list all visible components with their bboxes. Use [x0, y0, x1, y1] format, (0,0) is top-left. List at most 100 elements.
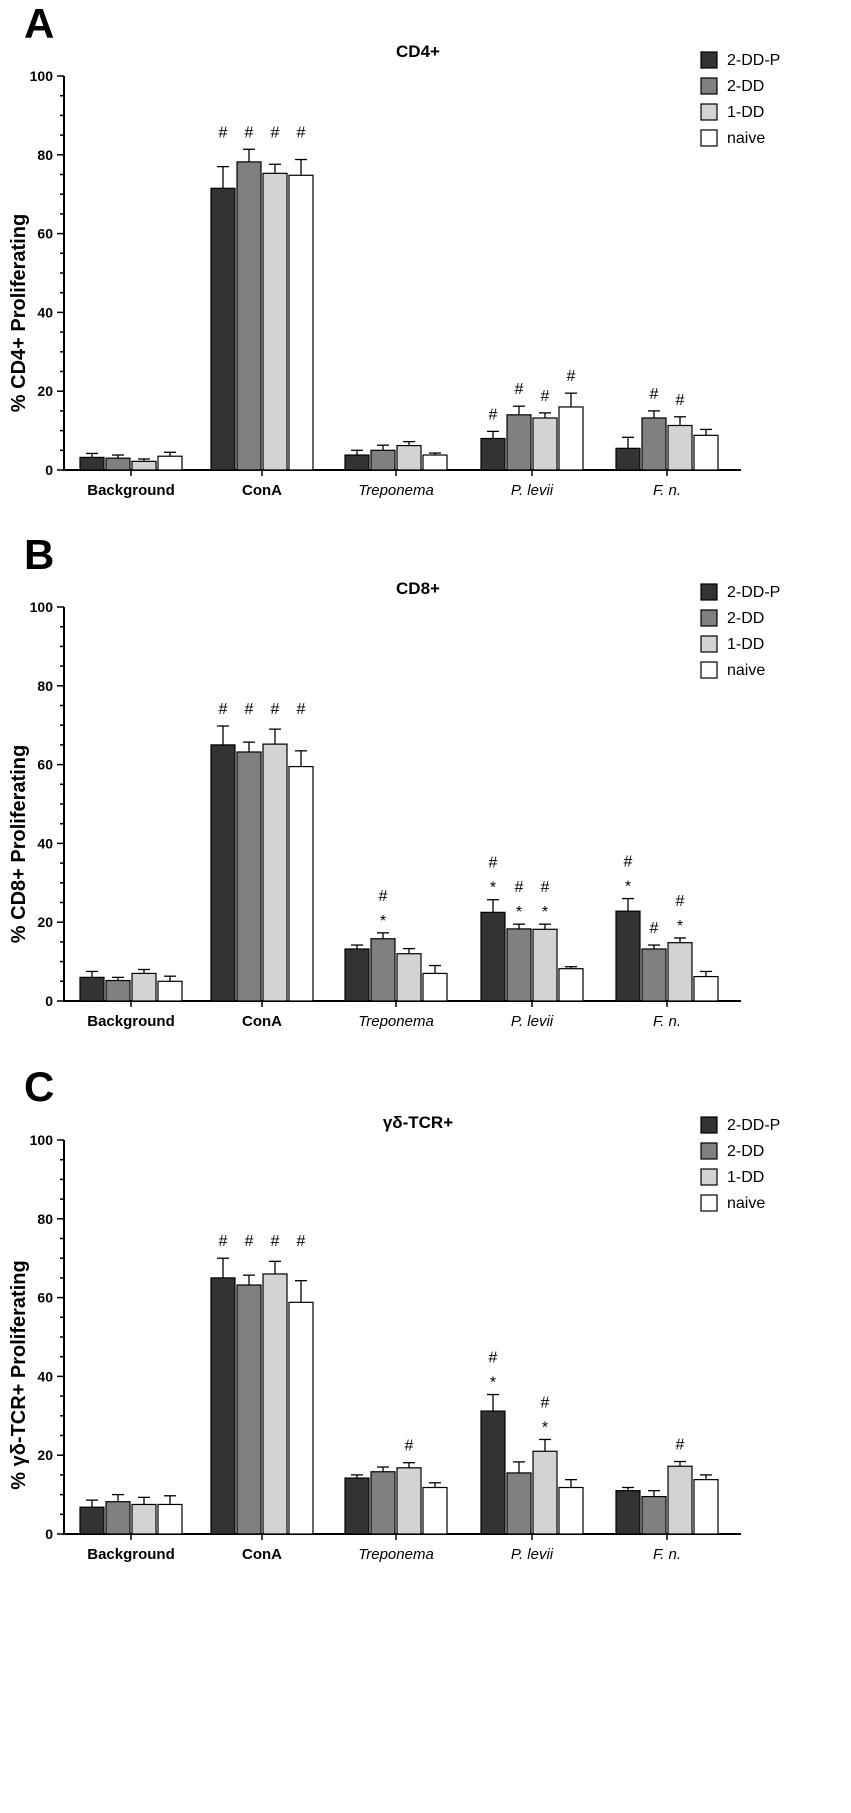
bar-1-dd — [262, 743, 288, 1002]
x-tick-label: ConA — [242, 482, 282, 499]
legend-swatch-2dd — [700, 1142, 718, 1160]
significance-star: * — [516, 904, 522, 921]
y-axis-label: % CD8+ Proliferating — [8, 745, 30, 943]
bar-1-dd — [131, 460, 157, 471]
legend-swatch-2dd — [700, 609, 718, 627]
bar-2-dd — [370, 449, 396, 471]
bar-2-dd — [370, 938, 396, 1002]
bar-2-dd-p — [480, 1410, 506, 1535]
bars: # # # # # # # # # # — [79, 124, 719, 471]
bars: # * # * # # * # * # # # * # * # # — [79, 701, 719, 1002]
legend-label-2dd-p: 2-DD-P — [727, 1117, 780, 1134]
y-tick-label: 0 — [45, 993, 53, 1009]
panel-b: B CD8+ % CD8+ Proliferating 2-DD-P 2-DD … — [8, 531, 780, 1030]
legend-swatch-2dd-p — [700, 1116, 718, 1134]
x-tick-label: ConA — [242, 1546, 282, 1563]
panel-a: A CD4+ % CD4+ Proliferating 2-DD-P 2-DD … — [8, 0, 780, 499]
x-ticks: Background ConA Treponema P. levii F. n. — [87, 1013, 681, 1030]
legend: 2-DD-P 2-DD 1-DD naive — [700, 583, 780, 679]
y-tick-label: 20 — [37, 383, 53, 399]
bar-2-dd-p — [480, 437, 506, 471]
significance-hash: # — [219, 124, 228, 141]
y-tick-label: 100 — [30, 1132, 54, 1148]
significance-star: * — [542, 1419, 548, 1436]
x-tick-label: P. levii — [511, 1013, 554, 1030]
panel-c: C γδ-TCR+ % γδ-TCR+ Proliferating 2-DD-P… — [8, 1063, 780, 1563]
legend-swatch-naive — [700, 661, 718, 679]
x-tick-label: Background — [87, 1013, 175, 1030]
bar-1-dd — [396, 444, 422, 471]
significance-hash: # — [297, 701, 306, 718]
panel-letter: C — [24, 1063, 54, 1110]
y-tick-label: 80 — [37, 147, 53, 163]
x-tick-label: Treponema — [358, 1546, 434, 1563]
bar-2-dd-p — [615, 447, 641, 471]
legend-swatch-1dd — [700, 103, 718, 121]
y-axis-label: % CD4+ Proliferating — [8, 214, 30, 412]
y-tick-label: 60 — [37, 757, 53, 773]
bar-naive — [693, 975, 719, 1002]
legend-label-1dd: 1-DD — [727, 104, 764, 121]
significance-hash: # — [219, 701, 228, 718]
y-tick-label: 0 — [45, 462, 53, 478]
y-ticks: 0 20 40 60 80 100 — [30, 68, 54, 478]
legend-label-1dd: 1-DD — [727, 636, 764, 653]
bar-2-dd-p — [210, 744, 236, 1002]
legend-swatch-naive — [700, 129, 718, 147]
significance-hash: # — [271, 701, 280, 718]
significance-hash: # — [650, 920, 659, 937]
significance-hash: # — [676, 893, 685, 910]
bar-2-dd — [641, 1495, 667, 1535]
y-tick-label: 0 — [45, 1526, 53, 1542]
bar-1-dd — [667, 424, 693, 471]
bar-2-dd-p — [210, 1277, 236, 1535]
significance-star: * — [625, 879, 631, 896]
legend: 2-DD-P 2-DD 1-DD naive — [700, 51, 780, 147]
bar-naive — [422, 1486, 448, 1535]
significance-hash: # — [515, 381, 524, 398]
chart-title: CD4+ — [396, 42, 440, 61]
y-tick-label: 100 — [30, 68, 54, 84]
x-ticks: Background ConA Treponema P. levii F. n. — [87, 1546, 681, 1563]
bar-2-dd — [506, 928, 532, 1002]
x-tick-label: ConA — [242, 1013, 282, 1030]
legend-swatch-naive — [700, 1194, 718, 1212]
bar-naive — [288, 174, 314, 471]
significance-star: * — [490, 1375, 496, 1392]
bar-2-dd-p — [344, 454, 370, 471]
significance-star: * — [380, 913, 386, 930]
significance-star: * — [490, 880, 496, 897]
bar-2-dd-p — [344, 948, 370, 1002]
bar-2-dd — [236, 161, 262, 471]
bar-1-dd — [131, 972, 157, 1002]
x-tick-label: Treponema — [358, 1013, 434, 1030]
x-tick-label: F. n. — [653, 482, 681, 499]
y-ticks: 0 20 40 60 80 100 — [30, 1132, 54, 1542]
bar-2-dd-p — [210, 187, 236, 471]
bar-2-dd — [641, 948, 667, 1002]
legend-label-naive: naive — [727, 662, 765, 679]
bar-2-dd — [236, 1284, 262, 1535]
legend-label-2dd-p: 2-DD-P — [727, 584, 780, 601]
y-tick-label: 60 — [37, 226, 53, 242]
bar-1-dd — [131, 1503, 157, 1535]
y-tick-label: 40 — [37, 1368, 53, 1384]
x-tick-label: P. levii — [511, 482, 554, 499]
significance-hash: # — [489, 1350, 498, 1367]
legend-label-2dd-p: 2-DD-P — [727, 52, 780, 69]
significance-star: * — [677, 918, 683, 935]
significance-hash: # — [676, 392, 685, 409]
y-ticks: 0 20 40 60 80 100 — [30, 599, 54, 1009]
significance-hash: # — [541, 879, 550, 896]
legend-swatch-2dd-p — [700, 51, 718, 69]
chart-title: γδ-TCR+ — [383, 1113, 453, 1132]
significance-hash: # — [676, 1437, 685, 1454]
bar-naive — [693, 434, 719, 471]
x-tick-label: F. n. — [653, 1546, 681, 1563]
bar-1-dd — [262, 172, 288, 471]
significance-hash: # — [297, 124, 306, 141]
bar-1-dd — [667, 942, 693, 1002]
legend-label-naive: naive — [727, 1195, 765, 1212]
significance-hash: # — [245, 124, 254, 141]
